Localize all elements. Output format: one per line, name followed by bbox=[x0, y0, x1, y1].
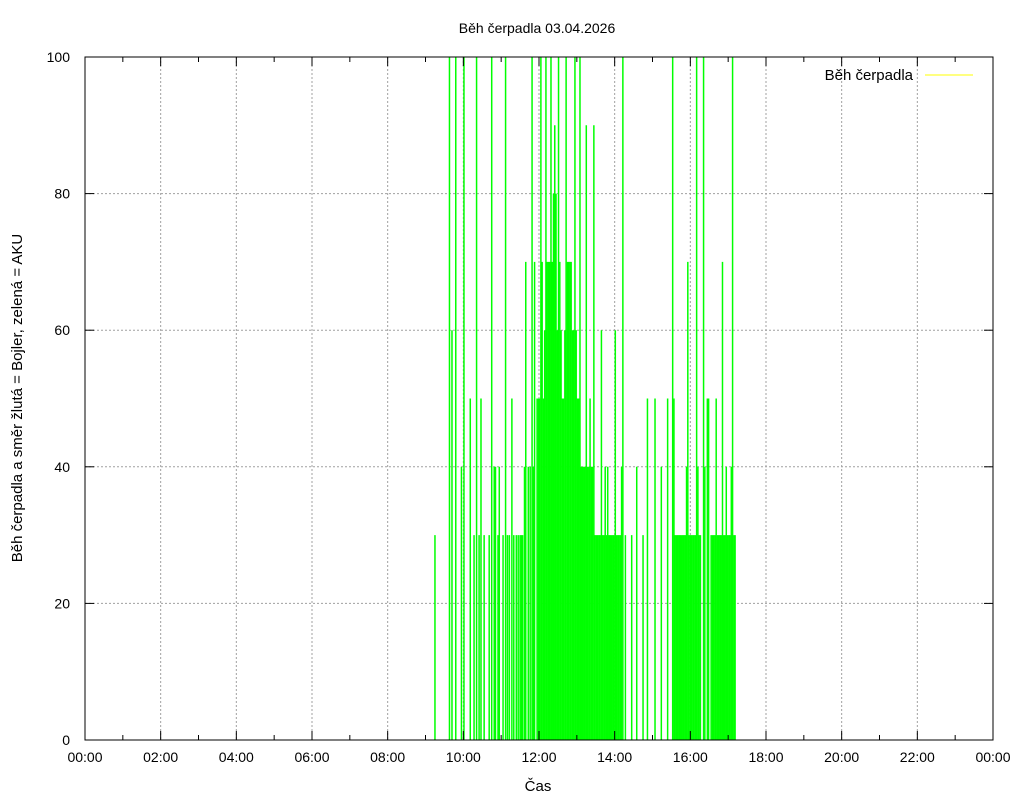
legend-label: Běh čerpadla bbox=[825, 67, 914, 84]
x-tick-label: 14:00 bbox=[597, 749, 632, 765]
x-tick-label: 16:00 bbox=[673, 749, 708, 765]
y-tick-label: 60 bbox=[54, 322, 70, 338]
y-tick-label: 100 bbox=[47, 49, 71, 65]
x-axis-label: Čas bbox=[525, 778, 552, 795]
y-axis-label: Běh čerpadla a směr žlutá = Bojler, zele… bbox=[9, 234, 26, 563]
y-tick-label: 40 bbox=[54, 459, 70, 475]
x-tick-labels: 00:00 02:00 04:00 06:00 08:00 10:00 12:00 14:00… bbox=[67, 749, 1010, 765]
x-tick-label: 18:00 bbox=[748, 749, 783, 765]
x-tick-label: 22:00 bbox=[900, 749, 935, 765]
x-tick-label: 02:00 bbox=[143, 749, 178, 765]
x-tick-label: 04:00 bbox=[219, 749, 254, 765]
x-tick-label: 00:00 bbox=[975, 749, 1010, 765]
legend: Běh čerpadla bbox=[825, 67, 973, 84]
chart-title: Běh čerpadla 03.04.2026 bbox=[459, 20, 616, 36]
x-tick-label: 06:00 bbox=[294, 749, 329, 765]
x-tick-label: 20:00 bbox=[824, 749, 859, 765]
y-tick-label: 20 bbox=[54, 595, 70, 611]
x-tick-label: 00:00 bbox=[67, 749, 102, 765]
axis-ticks bbox=[84, 56, 994, 741]
y-tick-label: 80 bbox=[54, 186, 70, 202]
data-bars bbox=[434, 57, 736, 740]
x-tick-label: 10:00 bbox=[446, 749, 481, 765]
x-tick-label: 12:00 bbox=[521, 749, 556, 765]
y-tick-label: 0 bbox=[62, 732, 70, 748]
y-tick-labels: 0 20 40 60 80 100 bbox=[47, 49, 71, 748]
x-tick-label: 08:00 bbox=[370, 749, 405, 765]
